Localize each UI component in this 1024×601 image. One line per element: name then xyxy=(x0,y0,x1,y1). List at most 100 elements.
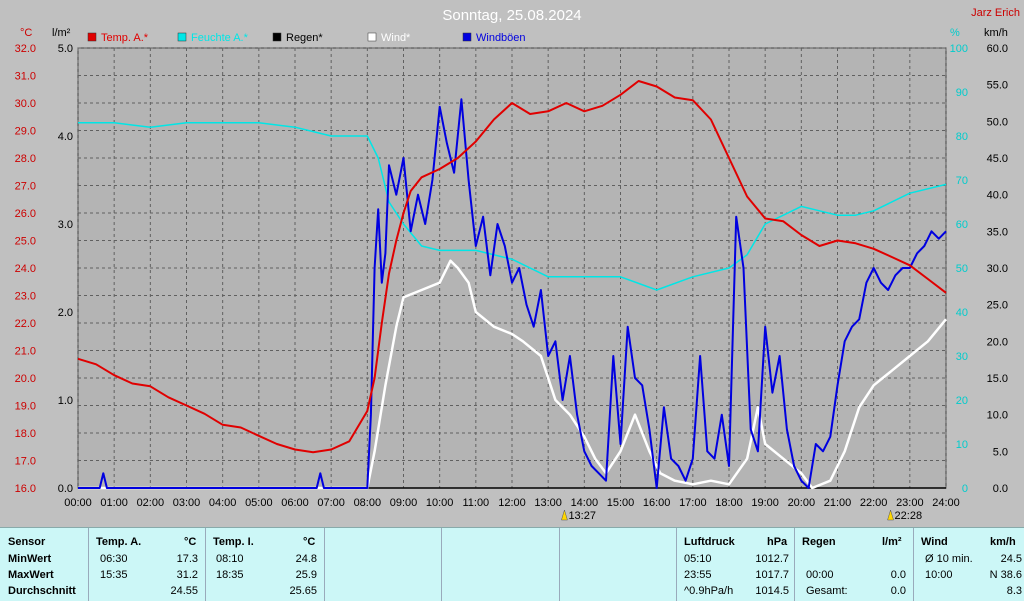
wind-tick-label: 5.0 xyxy=(993,446,1008,458)
x-tick-label: 23:00 xyxy=(896,497,924,509)
humidity-tick-label: 30 xyxy=(956,351,968,363)
wind-tick-label: 25.0 xyxy=(987,300,1008,312)
humidity-tick-label: 90 xyxy=(956,87,968,99)
humidity-tick-label: 50 xyxy=(956,263,968,275)
humidity-tick-label: 60 xyxy=(956,219,968,231)
wind-tick-label: 55.0 xyxy=(987,80,1008,92)
legend-swatch xyxy=(462,32,472,42)
x-tick-label: 02:00 xyxy=(137,497,165,509)
temp-tick-label: 27.0 xyxy=(15,181,36,193)
x-tick-label: 09:00 xyxy=(390,497,418,509)
legend-label: Wind* xyxy=(381,32,411,44)
legend-swatch xyxy=(87,32,97,42)
chart-title: Sonntag, 25.08.2024 xyxy=(442,7,581,24)
table-cell-p-val: 1014.5 xyxy=(755,585,789,597)
humidity-tick-label: 10 xyxy=(956,439,968,451)
humidity-unit-label: % xyxy=(950,27,960,39)
x-tick-label: 19:00 xyxy=(751,497,779,509)
header-temp-i-unit: °C xyxy=(303,536,316,548)
column-divider xyxy=(794,528,795,601)
temp-tick-label: 32.0 xyxy=(15,43,36,55)
temp-tick-label: 19.0 xyxy=(15,401,36,413)
header-temp-a: Temp. A. xyxy=(96,536,142,548)
legend-label: Windböen xyxy=(476,32,526,44)
header-sensor: Sensor xyxy=(8,536,46,548)
rain-tick-label: 5.0 xyxy=(58,43,73,55)
humidity-tick-label: 70 xyxy=(956,175,968,187)
temp-tick-label: 28.0 xyxy=(15,153,36,165)
header-temp-i: Temp. I. xyxy=(213,536,254,548)
table-cell-r-val: 0.0 xyxy=(890,569,906,581)
x-tick-label: 21:00 xyxy=(824,497,852,509)
x-tick-label: 06:00 xyxy=(281,497,309,509)
header-temp-a-unit: °C xyxy=(184,536,197,548)
x-tick-label: 05:00 xyxy=(245,497,273,509)
temp-tick-label: 30.0 xyxy=(15,98,36,110)
header-rain-unit: l/m² xyxy=(882,536,902,548)
temp-tick-label: 16.0 xyxy=(15,483,36,495)
table-cell-label: MaxWert xyxy=(8,569,54,581)
table-cell-ta-val: 24.55 xyxy=(170,585,198,597)
table-cell-ta-time: 15:35 xyxy=(100,569,128,581)
table-cell-ti-val: 25.9 xyxy=(295,569,317,581)
x-tick-label: 12:00 xyxy=(498,497,526,509)
temp-tick-label: 22.0 xyxy=(15,318,36,330)
table-cell-r-time: Gesamt: xyxy=(806,585,848,597)
wind-tick-label: 0.0 xyxy=(993,483,1008,495)
table-cell-p-time: 05:10 xyxy=(684,553,712,565)
series-group xyxy=(77,80,947,490)
x-tick-label: 08:00 xyxy=(354,497,382,509)
table-cell-label: Durchschnitt xyxy=(8,585,76,597)
table-cell-p-time: ^0.9hPa/h xyxy=(684,585,734,597)
temp-tick-label: 26.0 xyxy=(15,208,36,220)
wind-tick-label: 45.0 xyxy=(987,153,1008,165)
column-divider xyxy=(205,528,206,601)
column-divider xyxy=(324,528,325,601)
legend-swatch xyxy=(272,32,282,42)
legend-label: Temp. A.* xyxy=(101,32,149,44)
x-tick-label: 15:00 xyxy=(607,497,635,509)
table-cell-p-time: 23:55 xyxy=(684,569,712,581)
legend-swatch xyxy=(367,32,377,42)
x-tick-label: 03:00 xyxy=(173,497,201,509)
wind-tick-label: 30.0 xyxy=(987,263,1008,275)
humidity-tick-label: 0 xyxy=(962,483,968,495)
x-tick-label: 07:00 xyxy=(317,497,345,509)
table-cell-ti-val: 25.65 xyxy=(289,585,317,597)
temp-tick-label: 25.0 xyxy=(15,236,36,248)
temp-tick-label: 31.0 xyxy=(15,71,36,83)
wind-series-line xyxy=(78,259,947,490)
x-tick-label: 22:00 xyxy=(860,497,888,509)
table-cell-ti-time: 08:10 xyxy=(216,553,244,565)
table-cell-r-val: 0.0 xyxy=(890,585,906,597)
wind-tick-label: 50.0 xyxy=(987,116,1008,128)
temp-tick-label: 21.0 xyxy=(15,346,36,358)
humidity-tick-label: 80 xyxy=(956,131,968,143)
header-wind-unit: km/h xyxy=(990,536,1016,548)
temp-tick-label: 24.0 xyxy=(15,263,36,275)
wind-tick-label: 15.0 xyxy=(987,373,1008,385)
x-tick-label: 24:00 xyxy=(932,497,960,509)
x-tick-label: 18:00 xyxy=(715,497,743,509)
table-cell-ta-val: 31.2 xyxy=(176,569,198,581)
temp-tick-label: 20.0 xyxy=(15,373,36,385)
humidity-tick-label: 20 xyxy=(956,395,968,407)
x-tick-label: 10:00 xyxy=(426,497,454,509)
rain-tick-label: 3.0 xyxy=(58,219,73,231)
x-tick-label: 11:00 xyxy=(462,497,489,509)
table-cell-w-time: Ø 10 min. xyxy=(925,553,973,565)
column-divider xyxy=(676,528,677,601)
rain-tick-label: 0.0 xyxy=(58,483,73,495)
temp-tick-label: 23.0 xyxy=(15,291,36,303)
header-rain: Regen xyxy=(802,536,836,548)
x-tick-label: 17:00 xyxy=(679,497,707,509)
column-divider xyxy=(88,528,89,601)
axes: 32.0 31.0 30.0 29.0 28.0 27.0 26.0 25.0 24.0 23.0… xyxy=(15,43,1008,509)
time-marker-label: 13:27 xyxy=(568,510,596,522)
temp-tick-label: 29.0 xyxy=(15,126,36,138)
grid xyxy=(77,47,947,489)
rain-tick-label: 1.0 xyxy=(58,395,73,407)
table-cell-p-val: 1012.7 xyxy=(755,553,789,565)
x-tick-label: 04:00 xyxy=(209,497,237,509)
table-cell-w-val: N 38.6 xyxy=(989,569,1022,581)
